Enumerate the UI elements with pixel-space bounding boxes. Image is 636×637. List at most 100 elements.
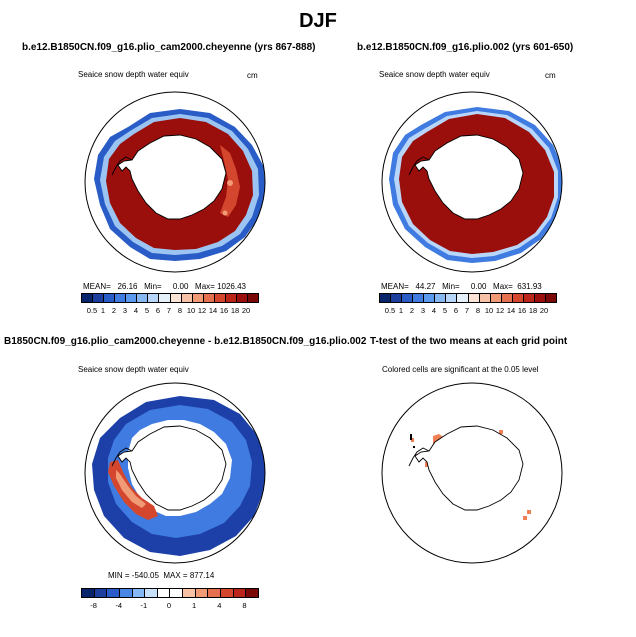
antarctic-peninsula bbox=[408, 156, 430, 176]
colorbar-swatch bbox=[107, 589, 120, 597]
colorbar-swatch bbox=[157, 589, 171, 597]
colorbar-swatch bbox=[115, 294, 127, 302]
panel-1-subtitle: Seaice snow depth water equiv bbox=[78, 70, 189, 79]
colorbar-swatch bbox=[380, 294, 392, 302]
colorbar-tick-label: 2 bbox=[409, 306, 415, 315]
map-boundary bbox=[84, 91, 266, 273]
colorbar-tick-label: -4 bbox=[115, 601, 123, 610]
panel-3-stats: MIN = -540.05 MAX = 877.14 bbox=[108, 571, 215, 580]
ice-stipple bbox=[222, 210, 228, 216]
colorbar-swatch bbox=[119, 589, 133, 597]
panel-4-title: T-test of the two means at each grid poi… bbox=[370, 336, 568, 347]
colorbar-swatch bbox=[545, 294, 556, 302]
antarctic-peninsula bbox=[408, 447, 430, 467]
map-boundary bbox=[84, 382, 266, 564]
panel-1-map bbox=[84, 91, 266, 273]
panel-3-colorbar-labels: -8 -4 -1 0 1 4 8 bbox=[81, 601, 257, 611]
colorbar-tick-label: 4 bbox=[431, 306, 437, 315]
colorbar-swatch bbox=[221, 589, 234, 597]
colorbar-tick-label: 4 bbox=[217, 601, 222, 610]
panel-4-map bbox=[381, 382, 563, 564]
panel-3-colorbar bbox=[81, 588, 259, 598]
colorbar-tick-label: 10 bbox=[186, 306, 196, 315]
colorbar-swatch bbox=[137, 294, 149, 302]
colorbar-swatch bbox=[523, 294, 535, 302]
island-fragment bbox=[413, 446, 415, 448]
colorbar-tick-label: 1 bbox=[398, 306, 404, 315]
colorbar-swatch bbox=[424, 294, 436, 302]
colorbar-swatch bbox=[93, 294, 105, 302]
panel-1-colorbar-labels: 0.5 1 2 3 4 5 6 7 8 10 12 14 16 18 20 bbox=[81, 306, 257, 316]
colorbar-tick-label: 6 bbox=[453, 306, 459, 315]
colorbar-swatch bbox=[104, 294, 116, 302]
panel-2-title: b.e12.B1850CN.f09_g16.plio.002 (yrs 601-… bbox=[357, 42, 574, 53]
colorbar-swatch bbox=[145, 589, 158, 597]
colorbar-tick-label: 14 bbox=[208, 306, 218, 315]
colorbar-tick-label: -1 bbox=[140, 601, 148, 610]
colorbar-swatch bbox=[159, 294, 171, 302]
significant-cells bbox=[527, 510, 531, 514]
panel-2-subtitle: Seaice snow depth water equiv bbox=[379, 70, 490, 79]
panel-2-colorbar-labels: 0.5 1 2 3 4 5 6 7 8 10 12 14 16 18 20 bbox=[379, 306, 555, 316]
panel-1-stats: MEAN= 26.16 Min= 0.00 Max= 1026.43 bbox=[83, 282, 246, 291]
antarctica-continent bbox=[117, 134, 227, 220]
colorbar-tick-label: 20 bbox=[539, 306, 549, 315]
colorbar-swatch bbox=[82, 589, 95, 597]
colorbar-tick-label: 12 bbox=[197, 306, 207, 315]
colorbar-swatch bbox=[82, 294, 94, 302]
colorbar-swatch bbox=[512, 294, 524, 302]
colorbar-tick-label: 6 bbox=[155, 306, 161, 315]
colorbar-swatch bbox=[170, 589, 184, 597]
colorbar-swatch bbox=[214, 294, 226, 302]
colorbar-swatch bbox=[94, 589, 108, 597]
colorbar-tick-label: 20 bbox=[241, 306, 251, 315]
colorbar-tick-label: 18 bbox=[528, 306, 538, 315]
colorbar-swatch bbox=[203, 294, 215, 302]
panel-2-units: cm bbox=[545, 71, 556, 80]
panel-3-title: B1850CN.f09_g16.plio_cam2000.cheyenne - … bbox=[4, 336, 367, 347]
colorbar-swatch bbox=[195, 589, 209, 597]
figure-title: DJF bbox=[299, 10, 337, 32]
colorbar-swatch bbox=[413, 294, 425, 302]
colorbar-tick-label: 5 bbox=[442, 306, 448, 315]
colorbar-swatch bbox=[183, 589, 196, 597]
colorbar-tick-label: 16 bbox=[219, 306, 229, 315]
colorbar-tick-label: 7 bbox=[166, 306, 172, 315]
colorbar-tick-label: 4 bbox=[133, 306, 139, 315]
panel-3-subtitle: Seaice snow depth water equiv bbox=[78, 365, 189, 374]
colorbar-swatch bbox=[457, 294, 469, 302]
panel-4-subtitle: Colored cells are significant at the 0.0… bbox=[382, 365, 539, 374]
significant-cells bbox=[499, 430, 503, 434]
colorbar-swatch bbox=[247, 294, 258, 302]
colorbar-tick-label: 3 bbox=[420, 306, 426, 315]
colorbar-tick-label: 5 bbox=[144, 306, 150, 315]
colorbar-tick-label: 3 bbox=[122, 306, 128, 315]
colorbar-swatch bbox=[446, 294, 458, 302]
panel-2-stats: MEAN= 44.27 Min= 0.00 Max= 631.93 bbox=[381, 282, 542, 291]
significant-cells bbox=[411, 438, 414, 442]
colorbar-swatch bbox=[391, 294, 403, 302]
antarctic-peninsula bbox=[111, 447, 133, 467]
colorbar-swatch bbox=[501, 294, 513, 302]
colorbar-swatch bbox=[208, 589, 222, 597]
colorbar-swatch bbox=[402, 294, 414, 302]
colorbar-tick-label: 0 bbox=[166, 601, 172, 610]
colorbar-swatch bbox=[126, 294, 138, 302]
colorbar-tick-label: 1 bbox=[100, 306, 106, 315]
island-fragment bbox=[410, 434, 412, 440]
colorbar-tick-label: 14 bbox=[506, 306, 516, 315]
map-boundary bbox=[381, 91, 563, 273]
colorbar-swatch bbox=[468, 294, 480, 302]
antarctica-continent bbox=[117, 425, 227, 511]
colorbar-tick-label: 1 bbox=[192, 601, 197, 610]
colorbar-swatch bbox=[435, 294, 447, 302]
colorbar-tick-label: -8 bbox=[90, 601, 97, 610]
colorbar-swatch bbox=[181, 294, 193, 302]
panel-2-colorbar bbox=[379, 293, 557, 303]
colorbar-swatch bbox=[170, 294, 182, 302]
colorbar-tick-label: 16 bbox=[517, 306, 527, 315]
colorbar-tick-label: 8 bbox=[242, 601, 247, 610]
colorbar-swatch bbox=[236, 294, 248, 302]
colorbar-tick-label: 0.5 bbox=[86, 306, 98, 315]
colorbar-tick-label: 8 bbox=[177, 306, 183, 315]
